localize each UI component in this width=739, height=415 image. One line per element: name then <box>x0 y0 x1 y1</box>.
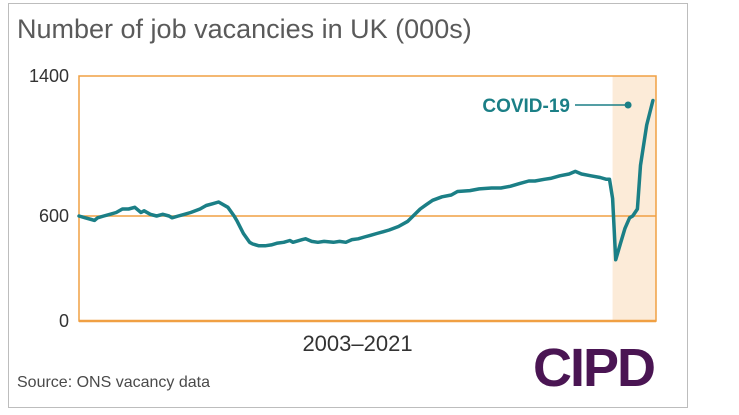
covid-annotation-dot <box>624 101 632 109</box>
x-axis-label: 2003–2021 <box>302 331 412 356</box>
source-note: Source: ONS vacancy data <box>17 374 210 391</box>
covid-annotation-label: COVID-19 <box>482 96 570 117</box>
y-tick-label-0: 0 <box>59 311 69 331</box>
y-tick-label-600: 600 <box>39 206 69 226</box>
series-line-vacancies <box>77 98 655 262</box>
chart-title: Number of job vacancies in UK (000s) <box>17 14 472 44</box>
cipd-logo: CIPD <box>533 338 656 398</box>
y-tick-label-1400: 1400 <box>29 66 69 86</box>
chart-frame <box>8 3 688 408</box>
y-tick-labels: 0 600 1400 <box>29 66 69 331</box>
